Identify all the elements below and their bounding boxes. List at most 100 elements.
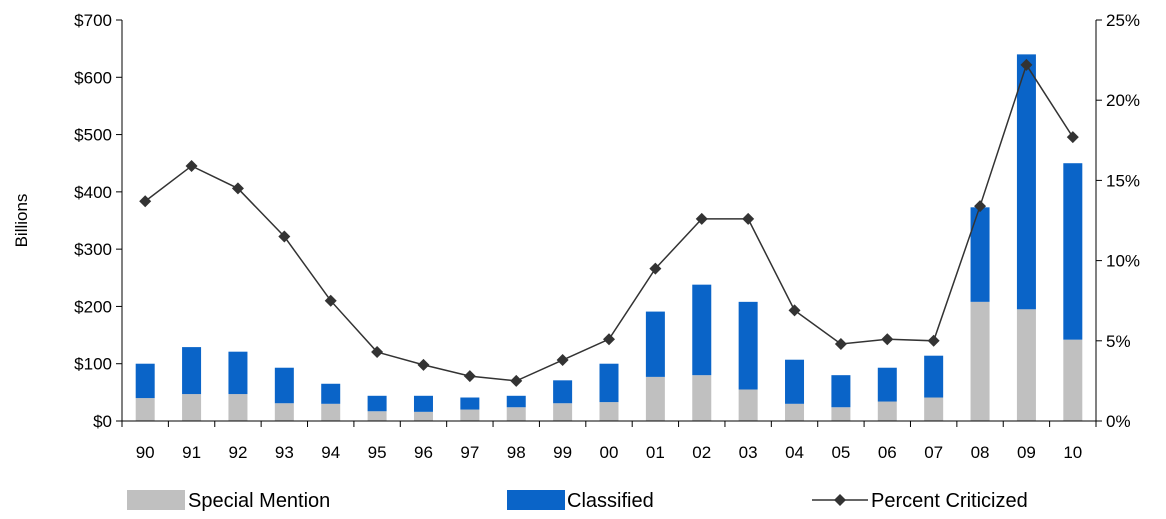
percent-criticized-marker <box>417 358 430 371</box>
bar-special-mention <box>785 403 805 421</box>
percent-criticized-marker <box>278 230 291 243</box>
legend-label-classified: Classified <box>567 490 654 512</box>
bar-classified <box>877 367 897 402</box>
percent-criticized-marker <box>463 370 476 383</box>
percent-criticized-marker <box>974 200 987 213</box>
percent-criticized-marker <box>834 338 847 351</box>
x-tick-label: 02 <box>692 443 711 462</box>
legend-swatch-special-mention <box>127 490 185 510</box>
left-tick-label: $200 <box>74 297 112 316</box>
bar-special-mention <box>413 411 433 421</box>
percent-criticized-marker <box>603 333 615 346</box>
percent-criticized-marker <box>649 262 662 275</box>
x-tick-label: 09 <box>1017 443 1036 462</box>
x-tick-label: 92 <box>228 443 247 462</box>
right-tick-label: 25% <box>1106 11 1140 30</box>
x-tick-label: 93 <box>275 443 294 462</box>
bar-classified <box>785 359 805 404</box>
bar-special-mention <box>228 394 248 421</box>
x-tick-label: 10 <box>1063 443 1082 462</box>
percent-criticized-marker <box>324 294 337 307</box>
percent-criticized-marker <box>695 212 708 225</box>
bar-special-mention <box>877 401 897 421</box>
percent-criticized-marker <box>927 334 940 347</box>
bar-special-mention <box>924 397 944 421</box>
bar-classified <box>321 383 341 404</box>
right-tick-label: 20% <box>1106 91 1140 110</box>
percent-criticized-marker <box>371 346 384 359</box>
bar-classified <box>506 395 526 408</box>
bars-layer <box>135 54 1083 421</box>
bar-special-mention <box>553 403 573 421</box>
bar-classified <box>367 395 387 412</box>
x-tick-label: 07 <box>924 443 943 462</box>
bar-classified <box>924 355 944 398</box>
bar-classified <box>413 395 433 412</box>
bar-classified <box>228 351 248 395</box>
left-tick-label: $500 <box>74 126 112 145</box>
right-tick-label: 15% <box>1106 171 1140 190</box>
bar-classified <box>1016 54 1036 310</box>
y-axis-title: Billions <box>12 194 31 248</box>
x-tick-label: 95 <box>368 443 387 462</box>
percent-criticized-marker <box>556 354 569 367</box>
bar-classified <box>831 375 851 408</box>
legend-label-special-mention: Special Mention <box>188 490 330 512</box>
ticks-layer: $0 $100 $200 $300 $400 $500 $600 $700 0% 5% 10% 15%… <box>74 11 1140 462</box>
bar-special-mention <box>1063 339 1083 421</box>
bar-special-mention <box>321 403 341 421</box>
x-tick-label: 94 <box>321 443 340 462</box>
bar-special-mention <box>1016 309 1036 421</box>
bar-classified <box>182 347 202 395</box>
bar-classified <box>553 380 573 404</box>
x-tick-label: 08 <box>971 443 990 462</box>
bar-classified <box>460 397 480 410</box>
percent-criticized-marker <box>139 195 152 208</box>
percent-criticized-marker <box>881 333 894 346</box>
percent-criticized-marker <box>1020 58 1033 71</box>
bar-special-mention <box>274 403 294 421</box>
bar-classified <box>599 363 619 403</box>
bar-special-mention <box>599 402 619 421</box>
bar-special-mention <box>738 389 758 421</box>
bar-classified <box>970 207 990 302</box>
left-tick-label: $300 <box>74 240 112 259</box>
legend-swatch-classified <box>507 490 565 510</box>
bar-special-mention <box>367 411 387 421</box>
percent-criticized-marker <box>510 374 523 387</box>
axes-layer <box>121 20 1097 422</box>
percent-criticized-marker <box>231 182 244 195</box>
percent-criticized-marker <box>742 212 755 225</box>
bar-special-mention <box>135 398 155 421</box>
x-tick-label: 99 <box>553 443 572 462</box>
x-tick-label: 96 <box>414 443 433 462</box>
bar-classified <box>135 363 155 399</box>
bar-special-mention <box>645 376 665 421</box>
bar-special-mention <box>460 409 480 421</box>
x-tick-label: 04 <box>785 443 804 462</box>
right-tick-label: 5% <box>1106 332 1131 351</box>
left-tick-label: $700 <box>74 11 112 30</box>
x-tick-label: 97 <box>460 443 479 462</box>
x-tick-label: 90 <box>136 443 155 462</box>
bar-classified <box>692 284 712 376</box>
right-tick-label: 0% <box>1106 412 1131 431</box>
bar-classified <box>645 311 665 377</box>
x-tick-label: 98 <box>507 443 526 462</box>
bar-classified <box>738 301 758 390</box>
left-tick-label: $100 <box>74 355 112 374</box>
percent-criticized-marker <box>788 304 801 317</box>
percent-criticized-marker <box>185 159 198 172</box>
bar-special-mention <box>970 301 990 421</box>
bar-special-mention <box>182 394 202 421</box>
bar-classified <box>1063 163 1083 340</box>
x-tick-label: 91 <box>182 443 201 462</box>
legend: Special Mention Classified Percent Critici… <box>127 490 1028 512</box>
left-tick-label: $600 <box>74 68 112 87</box>
right-tick-label: 10% <box>1106 252 1140 271</box>
x-tick-label: 00 <box>600 443 619 462</box>
left-tick-label: $400 <box>74 183 112 202</box>
legend-marker-percent-criticized <box>834 494 846 506</box>
bar-classified <box>274 367 294 404</box>
